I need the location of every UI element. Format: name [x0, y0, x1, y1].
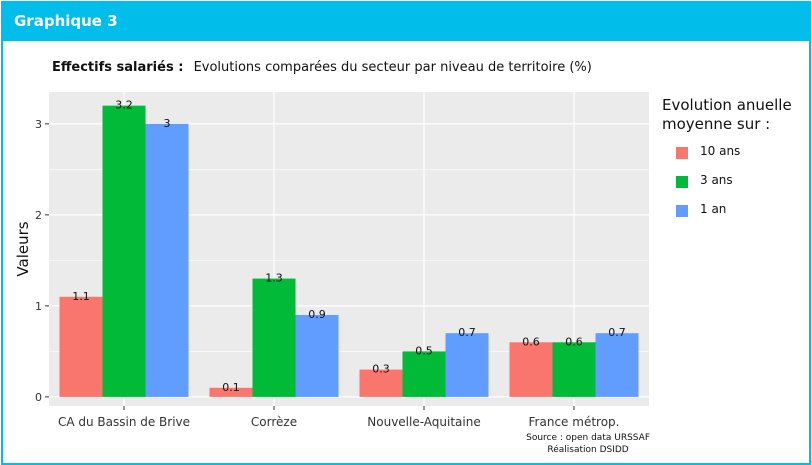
y-tick-label: 2 [35, 209, 42, 222]
bar[interactable] [445, 333, 489, 397]
legend-item-1-an[interactable]: 1 an [662, 198, 802, 227]
bar[interactable] [595, 333, 639, 397]
data-label: 3 [164, 117, 171, 130]
y-axis-title: Valeurs [14, 221, 32, 276]
legend-title-line2: moyenne sur : [662, 115, 771, 133]
data-label: 3.2 [115, 99, 133, 112]
legend-title-line1: Evolution anuelle [662, 96, 792, 114]
legend-title: Evolution anuelle moyenne sur : [662, 96, 802, 134]
card-title: Graphique 3 [14, 12, 118, 30]
bar[interactable] [252, 278, 296, 397]
bar[interactable] [59, 296, 103, 397]
data-label: 1.1 [72, 290, 90, 303]
credit-line: Réalisation DSIDD [547, 445, 629, 455]
legend-item-3-ans[interactable]: 3 ans [662, 169, 802, 198]
legend: Evolution anuelle moyenne sur : 10 ans 3… [662, 96, 802, 227]
y-tick-label: 3 [35, 118, 42, 131]
bar[interactable] [509, 342, 553, 397]
legend-item-10-ans[interactable]: 10 ans [662, 140, 802, 169]
bar[interactable] [295, 314, 339, 397]
data-labels: 1.1 0.1 0.3 0.6 3.2 1.3 0.5 0.6 3 0.9 0.7 0.7 [72, 99, 626, 394]
subtitle-text: Evolutions comparées du secteur par nive… [193, 60, 592, 75]
legend-label-10-ans: 10 ans [700, 144, 741, 158]
data-label: 0.6 [565, 335, 583, 348]
chart-subtitle: Effectifs salariés : Evolutions comparée… [52, 60, 592, 75]
y-tick-label: 0 [35, 391, 42, 404]
x-tick-label: CA du Bassin de Brive [58, 415, 190, 429]
legend-swatch-10-ans [676, 147, 688, 159]
legend-swatch-1-an [676, 205, 688, 217]
bar[interactable] [209, 387, 253, 397]
legend-label-1-an: 1 an [700, 202, 727, 216]
data-label: 0.3 [372, 363, 390, 376]
data-label: 0.5 [415, 344, 433, 357]
data-label: 1.3 [265, 272, 283, 285]
legend-label-3-ans: 3 ans [700, 173, 733, 187]
bars [59, 105, 639, 397]
bar[interactable] [102, 105, 146, 397]
y-axis: 0 1 2 3 [35, 118, 49, 404]
bar[interactable] [359, 369, 403, 397]
x-tick-label: Corrèze [251, 415, 297, 429]
x-tick-label: France métrop. [529, 415, 620, 429]
bar[interactable] [552, 342, 596, 397]
y-tick-label: 1 [35, 300, 42, 313]
x-tick-label: Nouvelle-Aquitaine [367, 415, 480, 429]
card-header: Graphique 3 [3, 3, 809, 41]
source-note: Source : open data URSSAF Réalisation DS… [526, 432, 650, 456]
data-label: 0.1 [222, 381, 240, 394]
data-label: 0.7 [458, 326, 476, 339]
subtitle-bold: Effectifs salariés : [52, 60, 184, 75]
bar[interactable] [402, 351, 446, 397]
legend-swatch-3-ans [676, 176, 688, 188]
source-line: Source : open data URSSAF [526, 433, 650, 443]
data-label: 0.9 [308, 308, 326, 321]
data-label: 0.7 [608, 326, 626, 339]
bar[interactable] [145, 123, 189, 397]
x-axis: CA du Bassin de Brive Corrèze Nouvelle-Aqu… [58, 406, 620, 429]
data-label: 0.6 [522, 335, 540, 348]
